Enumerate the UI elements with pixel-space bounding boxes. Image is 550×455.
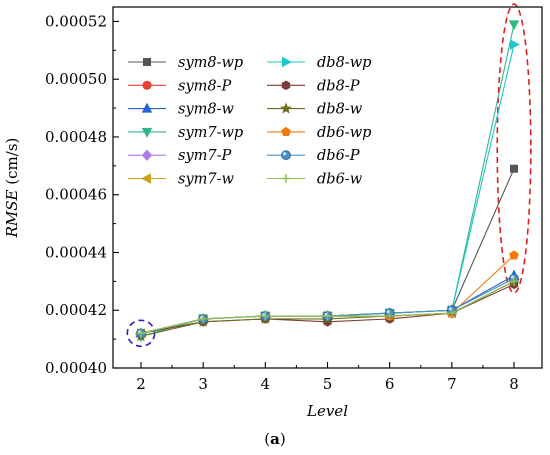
legend-label: sym7-wp — [178, 125, 243, 141]
legend-marker — [281, 150, 291, 161]
y-tick-label: 0.00052 — [45, 12, 107, 30]
legend-marker — [141, 173, 152, 184]
caption-open: ( — [264, 430, 270, 448]
y-tick-label: 0.00048 — [45, 128, 107, 146]
x-axis: 2 3 4 5 6 7 8 — [136, 362, 519, 393]
series-db6-w — [136, 276, 519, 338]
data-point — [322, 311, 333, 321]
legend-item: db8-w — [267, 102, 363, 118]
series-sym7-P — [135, 275, 520, 340]
x-tick-label: 4 — [261, 375, 271, 393]
legend-item: sym8-w — [128, 102, 235, 118]
x-tick-label: 5 — [323, 375, 333, 393]
legend-label: db8-w — [317, 102, 363, 118]
series-sym8-P — [136, 276, 519, 338]
legend-item: sym7-w — [128, 172, 235, 188]
y-tick-label: 0.00040 — [45, 359, 107, 377]
y-axis-title-unit: (cm/s) — [3, 138, 21, 190]
legend-label: db8-P — [317, 78, 360, 94]
y-axis-title: RMSE (cm/s) — [3, 138, 21, 239]
series-sym7-w — [135, 276, 519, 339]
series-layer — [135, 20, 520, 343]
legend-marker — [281, 173, 291, 184]
data-point — [447, 308, 457, 318]
legend-marker — [141, 149, 153, 161]
legend-marker — [280, 102, 292, 114]
x-tick-label: 8 — [509, 375, 519, 393]
legend-marker — [141, 102, 153, 113]
legend-marker — [141, 127, 153, 138]
y-axis-title-italic: RMSE — [3, 189, 21, 238]
x-axis-title: Level — [306, 402, 348, 420]
legend-label: db6-wp — [317, 125, 371, 141]
caption-letter: a — [270, 430, 280, 448]
highlight-ellipse — [496, 3, 532, 294]
x-tick-label: 2 — [136, 375, 146, 393]
legend-label: sym7-P — [178, 148, 232, 164]
legend: sym8-wp sym8-P sym8-w sym7-wp sym7-P sym7-w db… — [128, 55, 371, 188]
data-point — [510, 39, 520, 50]
x-tick-label: 7 — [447, 375, 457, 393]
legend-item: sym8-wp — [128, 55, 243, 71]
legend-label: sym8-wp — [178, 55, 243, 71]
data-point — [508, 20, 520, 31]
legend-item: sym7-P — [128, 148, 232, 164]
legend-item: db8-P — [267, 78, 360, 94]
data-point — [385, 311, 395, 321]
data-point — [510, 164, 519, 173]
legend-marker — [281, 56, 292, 68]
legend-marker-highlight — [283, 152, 287, 156]
series-db6-P — [136, 273, 519, 339]
legend-item: db6-wp — [267, 125, 371, 141]
data-point — [198, 314, 208, 324]
data-point — [260, 311, 270, 321]
legend-item: db8-wp — [267, 55, 371, 71]
legend-marker — [281, 126, 291, 137]
data-point — [509, 276, 519, 286]
legend-label: db6-P — [317, 148, 360, 164]
legend-label: sym8-w — [178, 102, 235, 118]
legend-item: db6-w — [267, 172, 363, 188]
legend-item: db6-P — [267, 148, 360, 164]
series-line — [140, 280, 515, 337]
legend-marker — [142, 58, 151, 67]
y-tick-label: 0.00046 — [45, 186, 107, 204]
data-point — [136, 328, 146, 338]
legend-label: db6-w — [317, 172, 363, 188]
legend-item: sym8-P — [128, 78, 232, 94]
legend-item: sym7-wp — [128, 125, 243, 141]
y-tick-label: 0.00042 — [45, 301, 107, 319]
legend-label: sym8-P — [178, 78, 232, 94]
legend-label: sym7-w — [178, 172, 235, 188]
y-tick-label: 0.00050 — [45, 70, 107, 88]
y-tick-label: 0.00044 — [45, 243, 107, 261]
figure-caption: (a) — [264, 430, 285, 448]
caption-close: ) — [280, 430, 286, 448]
x-tick-label: 6 — [385, 375, 395, 393]
series-line — [140, 168, 515, 334]
x-tick-label: 3 — [198, 375, 208, 393]
legend-label: db8-wp — [317, 55, 371, 71]
legend-marker — [281, 80, 291, 91]
data-point — [509, 250, 519, 260]
legend-marker — [142, 80, 152, 90]
y-axis: 0.00040 0.00042 0.00044 0.00046 0.00048 0.000… — [45, 12, 119, 377]
